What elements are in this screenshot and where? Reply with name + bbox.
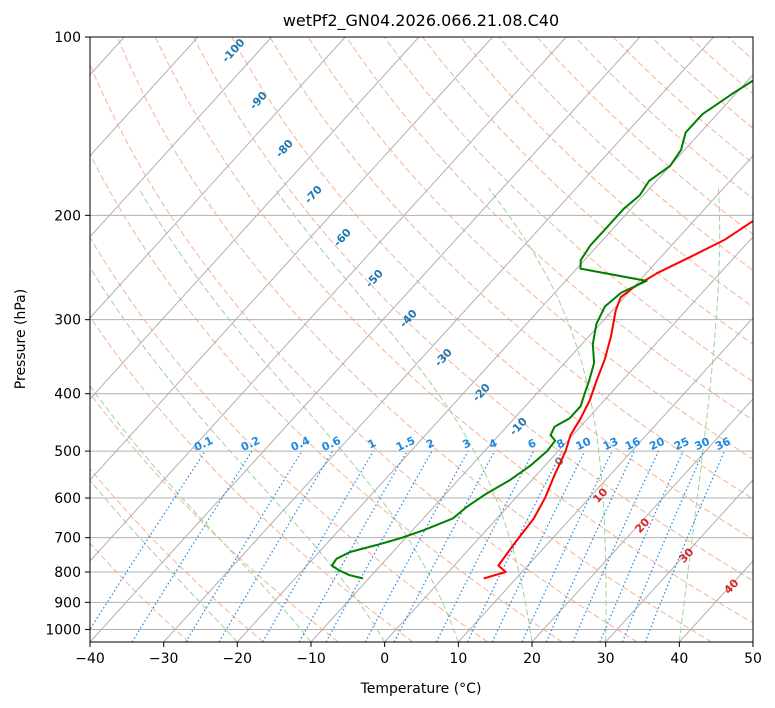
- isotherm-line: [163, 37, 714, 642]
- y-tick-label: 300: [54, 313, 81, 329]
- dry-adiabat-line: [193, 37, 753, 582]
- dry-adiabat-line: [231, 37, 753, 540]
- mixing-ratio-label: 20: [647, 435, 667, 453]
- y-tick-label: 500: [54, 444, 81, 460]
- mixing-ratio-label: 10: [574, 435, 594, 453]
- x-tick-label: −40: [75, 651, 105, 667]
- plot-frame: [89, 36, 754, 643]
- y-tick-label: 900: [54, 595, 81, 611]
- dry-adiabat-line: [422, 37, 753, 345]
- mixing-ratio-line: [466, 450, 563, 642]
- dewpoint-trace: [330, 79, 753, 580]
- y-tick-label: 600: [54, 491, 81, 507]
- y-axis: 100 200 300 400 500 600 700 800 900 1000: [45, 30, 90, 638]
- mixing-ratio-line: [491, 450, 586, 642]
- mixing-ratio-line: [218, 450, 334, 642]
- dry-adiabat-line: [90, 392, 339, 642]
- isotherm-line: [90, 37, 420, 400]
- moist-adiabat-line: [90, 385, 312, 642]
- mixing-ratio-label: 16: [623, 435, 643, 453]
- x-tick-label: 50: [744, 651, 762, 667]
- mixing-ratio-line: [131, 450, 253, 642]
- moist-adiabat-line: [273, 187, 533, 642]
- sounding-traces: [330, 79, 753, 580]
- dry-adiabat-line: [269, 37, 753, 500]
- mixing-ratio-line: [325, 450, 433, 642]
- dry-adiabat-line: [90, 467, 264, 642]
- x-tick-label: 30: [597, 651, 615, 667]
- dry-adiabat-line: [612, 37, 753, 164]
- mixing-ratio-line: [185, 450, 303, 642]
- isotherm-line: [384, 236, 753, 642]
- y-axis-label: Pressure (hPa): [13, 289, 29, 389]
- isotherm-line: [90, 37, 199, 157]
- dry-adiabat-line: [90, 153, 563, 642]
- mixing-ratio-label: 25: [672, 435, 691, 453]
- isotherm-line: [236, 73, 753, 642]
- y-tick-label: 200: [54, 208, 81, 224]
- isotherm-line: [90, 37, 493, 481]
- dry-adiabat-line: [154, 37, 753, 624]
- y-tick-label: 700: [54, 531, 81, 547]
- isotherm-line: [90, 37, 272, 238]
- x-tick-label: 20: [523, 651, 541, 667]
- x-axis-label: Temperature (°C): [360, 681, 482, 697]
- x-tick-label: 0: [380, 651, 389, 667]
- dry-adiabat-line: [345, 37, 753, 421]
- mixing-ratio-line: [599, 450, 684, 642]
- dry-adiabat-line: [90, 236, 488, 642]
- mixing-ratio-line: [298, 450, 408, 642]
- chart-title: wetPf2_GN04.2026.066.21.08.C40: [283, 11, 559, 31]
- isotherm-line: [90, 37, 567, 562]
- mixing-ratio-label: 13: [601, 435, 620, 453]
- mixing-ratio-line: [644, 450, 725, 642]
- dry-adiabat-line: [90, 315, 414, 642]
- background-lines: [90, 37, 753, 642]
- x-tick-label: 40: [670, 651, 688, 667]
- isotherm-line: [457, 317, 753, 642]
- mixing-ratio-line: [364, 450, 469, 642]
- mixing-ratio-label: 36: [713, 435, 733, 453]
- mixing-ratio-line: [572, 450, 660, 642]
- y-tick-label: 400: [54, 387, 81, 403]
- dry-adiabat-line: [116, 37, 712, 642]
- y-tick-label: 100: [54, 30, 81, 46]
- moist-adiabat-line: [90, 266, 386, 642]
- mixing-ratio-line: [521, 450, 613, 642]
- x-tick-label: 10: [449, 651, 467, 667]
- y-tick-label: 1000: [45, 622, 81, 638]
- y-tick-label: 800: [54, 565, 81, 581]
- mixing-ratio-line: [262, 450, 374, 642]
- dry-adiabat-line: [574, 37, 753, 200]
- moist-adiabat-line: [138, 187, 459, 642]
- x-tick-label: −10: [296, 651, 326, 667]
- isotherm-line: [531, 398, 753, 642]
- mixing-ratio-line: [621, 450, 705, 642]
- isotherm-line: [605, 479, 753, 642]
- x-tick-label: −30: [149, 651, 179, 667]
- moist-adiabat-line: [488, 187, 607, 642]
- dry-adiabat-line: [307, 37, 753, 460]
- moist-adiabat-line: [678, 188, 721, 642]
- isotherm-line: [90, 37, 641, 642]
- x-tick-label: −20: [223, 651, 253, 667]
- x-axis: −40 −30 −20 −10 0 10 20 30 40 50: [75, 642, 762, 667]
- mixing-ratio-label: 30: [692, 435, 712, 453]
- mixing-ratio-line: [545, 450, 635, 642]
- dry-adiabat-line: [90, 63, 638, 642]
- isotherm-line: [310, 155, 753, 642]
- temperature-trace: [483, 219, 753, 580]
- dry-adiabat-line: [383, 37, 753, 383]
- isotherm-line: [90, 37, 346, 319]
- mixing-ratio-line: [90, 450, 206, 631]
